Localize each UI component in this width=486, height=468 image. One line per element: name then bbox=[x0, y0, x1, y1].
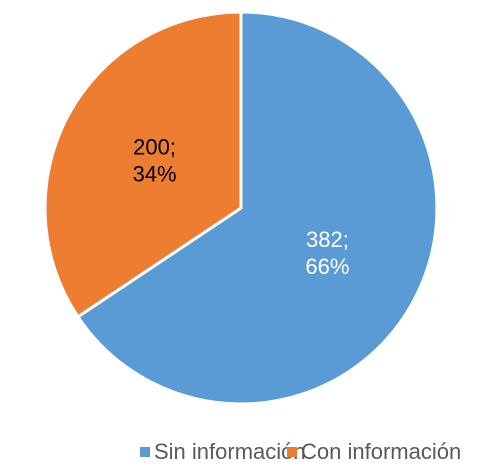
data-label: 200; bbox=[133, 135, 176, 160]
legend-label: Sin información bbox=[154, 439, 306, 464]
percent-label: 66% bbox=[305, 254, 349, 279]
legend-label: Con información bbox=[301, 439, 461, 464]
data-label: 382; bbox=[306, 227, 349, 252]
pie-slice bbox=[75, 10, 439, 406]
legend-swatch bbox=[287, 447, 297, 457]
legend-swatch bbox=[140, 447, 150, 457]
percent-label: 34% bbox=[133, 162, 177, 187]
pie-slice bbox=[43, 10, 243, 319]
